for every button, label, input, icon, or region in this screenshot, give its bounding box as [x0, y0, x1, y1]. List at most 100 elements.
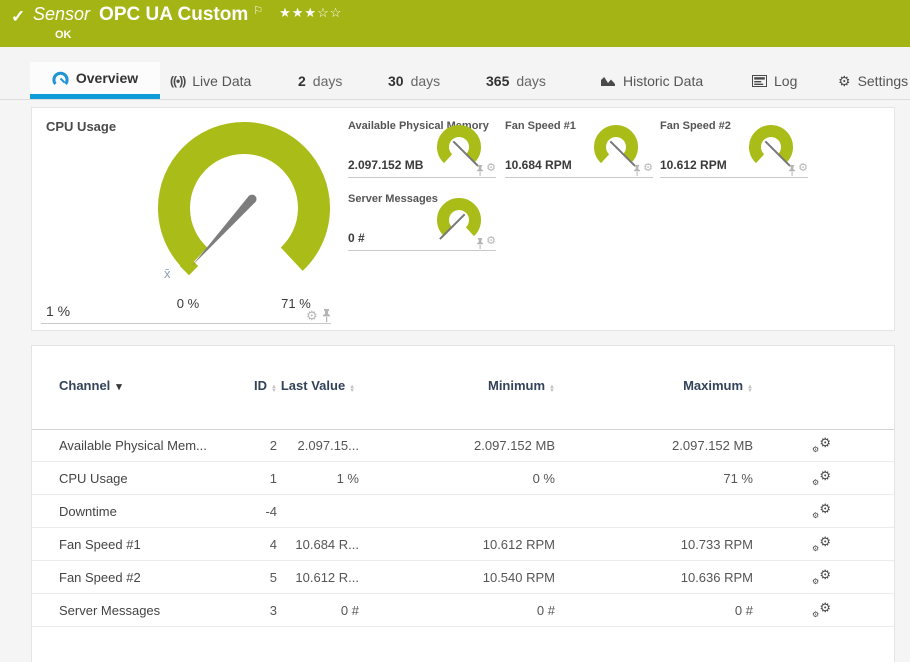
- historic-chart-icon: [601, 77, 615, 86]
- average-marker: x̄: [164, 266, 171, 281]
- tab-2-days-unit: days: [312, 72, 343, 89]
- sensor-kind-label: Sensor: [33, 4, 91, 24]
- sensor-header: ✓ Sensor OPC UA Custom ⚐ ★★★☆☆ OK: [0, 0, 910, 47]
- cpu-gauge-settings-icon[interactable]: ⚙: [306, 308, 318, 323]
- tab-historic-data-label: Historic Data: [623, 72, 704, 89]
- tab-2-days-num: 2: [298, 72, 306, 89]
- cell-max: 10.733 RPM: [680, 536, 753, 552]
- tab-bar: Overview ((•)) Live Data 2 days 30 days …: [0, 47, 910, 100]
- mini-gauge-settings-icon[interactable]: ⚙: [486, 162, 496, 174]
- table-row[interactable]: Fan Speed #1 4 10.684 R... 10.612 RPM 10.733…: [32, 528, 894, 561]
- cell-max: 10.636 RPM: [680, 569, 753, 585]
- mini-gauge-value: 0 #: [348, 231, 365, 245]
- sensor-title: OPC UA Custom: [99, 4, 249, 25]
- column-header-last-value[interactable]: Last Value ▲ ▼: [280, 378, 356, 394]
- cpu-current-value: 1 %: [46, 303, 71, 319]
- cell-id: 4: [269, 536, 277, 552]
- cpu-gauge-pin-icon[interactable]: [322, 309, 331, 322]
- flag-icon[interactable]: ⚐: [253, 5, 264, 17]
- mini-gauge: [437, 125, 481, 167]
- channel-settings-gears-icon[interactable]: ⚙ ⚙: [812, 501, 831, 520]
- cell-last: 2.097.15...: [297, 437, 359, 453]
- tab-log[interactable]: Log: [752, 62, 797, 99]
- cell-last: 10.684 R...: [295, 536, 359, 552]
- tab-30-days-unit: days: [410, 72, 441, 89]
- mini-gauge-title: Fan Speed #1: [505, 120, 576, 132]
- mini-gauge-settings-icon[interactable]: ⚙: [486, 235, 496, 247]
- cell-last: 1 %: [336, 470, 359, 486]
- table-header-divider: [32, 429, 894, 430]
- table-row[interactable]: Fan Speed #2 5 10.612 R... 10.540 RPM 10.636…: [32, 561, 894, 594]
- channel-settings-gears-icon[interactable]: ⚙ ⚙: [812, 600, 831, 619]
- sort-desc-icon: ▾: [116, 381, 122, 393]
- cpu-gauge-title: CPU Usage: [46, 119, 117, 134]
- mini-gauge-settings-icon[interactable]: ⚙: [643, 162, 653, 174]
- cell-max: 0 #: [734, 602, 753, 618]
- mini-gauge-pin-icon[interactable]: [633, 165, 641, 176]
- channel-settings-gears-icon[interactable]: ⚙ ⚙: [812, 534, 831, 553]
- channel-settings-gears-icon[interactable]: ⚙ ⚙: [812, 468, 831, 487]
- channel-table-body: Available Physical Mem... 2 2.097.15... 2.0…: [32, 429, 894, 627]
- column-header-channel[interactable]: Channel ▾: [59, 378, 122, 393]
- cell-channel: Fan Speed #2: [59, 569, 141, 585]
- column-header-minimum[interactable]: Minimum ▲ ▼: [487, 378, 555, 394]
- cpu-gauge: x̄: [158, 122, 330, 281]
- cell-last: 0 #: [340, 602, 359, 618]
- tab-30-days[interactable]: 30 days: [388, 62, 440, 99]
- live-data-icon: ((•)): [170, 73, 186, 88]
- table-row[interactable]: Server Messages 3 0 # 0 # 0 # ⚙ ⚙: [32, 594, 894, 627]
- mini-gauge: [594, 125, 638, 167]
- channel-settings-gears-icon[interactable]: ⚙ ⚙: [812, 435, 831, 454]
- cell-id: -4: [265, 503, 277, 519]
- mini-gauge-available-physical-memory: Available Physical Memory 2.097.152 MB ⚙: [348, 118, 496, 178]
- table-row[interactable]: Downtime -4 ⚙ ⚙: [32, 495, 894, 528]
- cell-min: 10.540 RPM: [482, 569, 555, 585]
- cell-channel: Server Messages: [59, 602, 161, 618]
- mini-gauge-title: Fan Speed #2: [660, 120, 731, 132]
- channel-settings-gears-icon[interactable]: ⚙ ⚙: [812, 567, 831, 586]
- cpu-gauge-max-label: 71 %: [281, 296, 311, 311]
- tab-settings[interactable]: ⚙ Settings: [838, 62, 908, 99]
- mini-gauge: [437, 198, 481, 240]
- tab-settings-label: Settings: [857, 72, 909, 89]
- table-row[interactable]: Available Physical Mem... 2 2.097.15... 2.0…: [32, 429, 894, 462]
- mini-gauge-fan-speed-1: Fan Speed #1 10.684 RPM ⚙: [505, 118, 653, 178]
- tab-overview[interactable]: Overview: [30, 62, 160, 99]
- cell-id: 1: [269, 470, 277, 486]
- mini-gauge-value: 10.612 RPM: [660, 158, 727, 172]
- mini-gauge-pin-icon[interactable]: [476, 238, 484, 249]
- mini-gauge-fan-speed-2: Fan Speed #2 10.612 RPM ⚙: [660, 118, 808, 178]
- table-row[interactable]: CPU Usage 1 1 % 0 % 71 % ⚙ ⚙: [32, 462, 894, 495]
- mini-gauge-settings-icon[interactable]: ⚙: [798, 162, 808, 174]
- sort-icon[interactable]: ▲ ▼: [271, 384, 277, 394]
- mini-gauge-value: 2.097.152 MB: [348, 158, 424, 172]
- column-header-maximum[interactable]: Maximum ▲ ▼: [683, 378, 753, 394]
- table-header-row: Channel ▾ ID ▲ ▼ Last Value ▲ ▼ Minimum ▲ ▼ Max…: [32, 378, 894, 395]
- cell-min: 10.612 RPM: [482, 536, 555, 552]
- sort-icon[interactable]: ▲ ▼: [549, 384, 555, 394]
- settings-gear-icon: ⚙: [838, 72, 851, 89]
- cell-min: 0 %: [532, 470, 555, 486]
- gauge-icon: [52, 71, 69, 85]
- sensor-status-badge: OK: [55, 29, 72, 41]
- cell-last: 10.612 R...: [295, 569, 359, 585]
- cell-channel: Available Physical Mem...: [59, 437, 207, 453]
- cell-channel: Downtime: [59, 503, 117, 519]
- cell-max: 2.097.152 MB: [672, 437, 753, 453]
- cell-max: 71 %: [723, 470, 753, 486]
- cell-id: 3: [269, 602, 277, 618]
- column-header-id[interactable]: ID ▲ ▼: [254, 378, 277, 394]
- priority-stars[interactable]: ★★★☆☆: [279, 5, 343, 20]
- tab-2-days[interactable]: 2 days: [298, 62, 342, 99]
- tab-live-data-label: Live Data: [192, 72, 252, 89]
- tab-365-days[interactable]: 365 days: [486, 62, 546, 99]
- sort-icon[interactable]: ▲ ▼: [747, 384, 753, 394]
- mini-gauge-pin-icon[interactable]: [476, 165, 484, 176]
- sort-icon[interactable]: ▲ ▼: [349, 384, 356, 394]
- tab-overview-label: Overview: [75, 70, 139, 86]
- cell-channel: Fan Speed #1: [59, 536, 141, 552]
- mini-gauge-pin-icon[interactable]: [788, 165, 796, 176]
- mini-gauge: [749, 125, 793, 167]
- tab-live-data[interactable]: ((•)) Live Data: [170, 62, 251, 99]
- tab-historic-data[interactable]: Historic Data: [600, 62, 703, 99]
